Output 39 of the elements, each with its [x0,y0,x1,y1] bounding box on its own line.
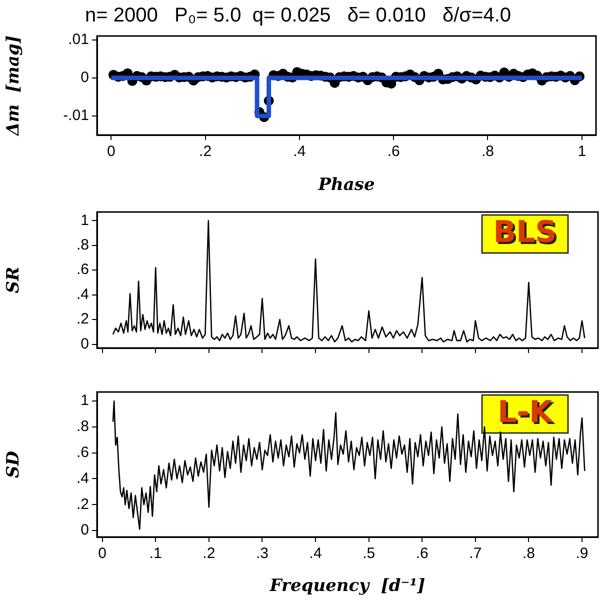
annotation: L-K [500,396,556,432]
y-tick-label: .6 [76,261,89,278]
x-tick-label: .1 [149,545,162,562]
y-tick-label: 1 [80,212,89,229]
y-tick-label: .8 [76,236,89,254]
y-tick-label: .4 [76,286,89,303]
x-tick-label: 1 [578,143,586,160]
y-tick-label: .6 [76,444,89,461]
y-tick-label: 0 [80,522,89,539]
y-axis-title: SR [4,266,24,294]
x-tick-label: .4 [293,143,306,160]
x-tick-label: .4 [309,545,322,562]
x-tick-label: 0 [98,545,106,562]
y-tick-label: 0 [80,335,89,352]
x-tick-label: .6 [416,545,428,562]
x-tick-label: .3 [256,545,268,562]
x-tick-label: 0 [106,143,116,160]
y-tick-label: -.01 [63,107,89,124]
x-tick-label: .5 [362,545,376,562]
y-axis-title: SD [4,450,24,478]
x-tick-label: .2 [199,143,212,160]
y-tick-label: .8 [76,418,89,436]
x-axis-title: Frequency [d⁻¹] [268,576,426,596]
x-tick-label: .8 [481,143,494,160]
y-tick-label: .2 [76,310,89,328]
chart-title: n= 2000 P₀= 5.0 q= 0.025 δ= 0.010 δ/σ=4.0 [85,4,511,27]
y-tick-label: .01 [68,30,89,48]
y-tick-label: 0 [80,69,89,86]
x-tick-label: .7 [469,545,482,562]
x-tick-label: .8 [522,545,535,562]
x-tick-label: .9 [576,545,588,562]
x-tick-label: .2 [202,545,216,562]
x-tick-label: .6 [387,143,400,160]
y-tick-label: .2 [76,496,89,513]
annotation: BLS [495,216,559,252]
y-tick-label: 1 [80,392,89,410]
x-axis-title: Phase [317,175,375,196]
y-tick-label: .4 [76,470,89,487]
y-axis-title: Δm [mag] [4,36,24,136]
